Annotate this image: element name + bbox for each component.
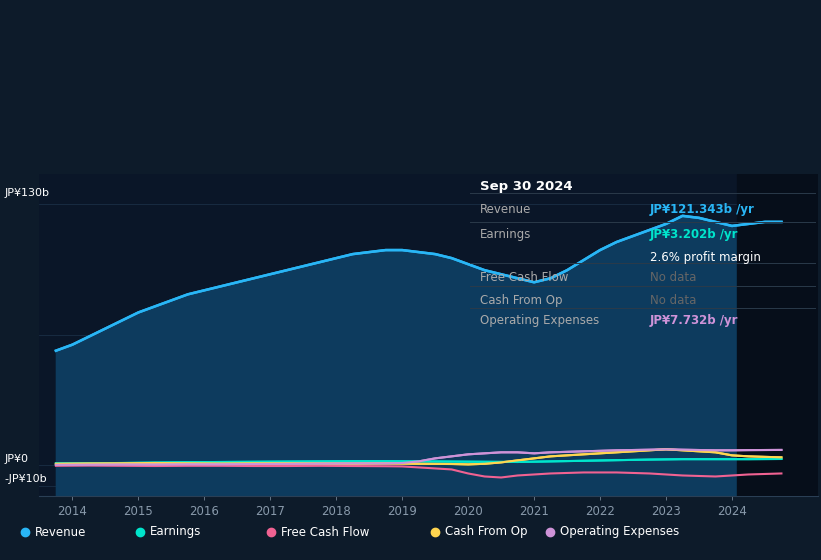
Text: Cash From Op: Cash From Op <box>445 525 527 539</box>
Text: No data: No data <box>649 293 696 307</box>
Text: Revenue: Revenue <box>480 203 531 216</box>
Text: JP¥121.343b /yr: JP¥121.343b /yr <box>649 203 754 216</box>
Text: No data: No data <box>649 272 696 284</box>
Text: JP¥0: JP¥0 <box>4 454 28 464</box>
Text: JP¥3.202b /yr: JP¥3.202b /yr <box>649 228 738 241</box>
Bar <box>737 174 818 496</box>
Text: Operating Expenses: Operating Expenses <box>560 525 679 539</box>
Text: Cash From Op: Cash From Op <box>480 293 562 307</box>
Text: Free Cash Flow: Free Cash Flow <box>480 272 568 284</box>
Text: Sep 30 2024: Sep 30 2024 <box>480 180 572 193</box>
Text: 2.6% profit margin: 2.6% profit margin <box>649 251 760 264</box>
Text: JP¥130b: JP¥130b <box>4 188 49 198</box>
Text: Earnings: Earnings <box>149 525 201 539</box>
Text: Operating Expenses: Operating Expenses <box>480 315 599 328</box>
Text: Revenue: Revenue <box>34 525 86 539</box>
Text: JP¥7.732b /yr: JP¥7.732b /yr <box>649 315 738 328</box>
Text: -JP¥10b: -JP¥10b <box>4 474 47 484</box>
Text: Earnings: Earnings <box>480 228 531 241</box>
Text: Free Cash Flow: Free Cash Flow <box>281 525 369 539</box>
